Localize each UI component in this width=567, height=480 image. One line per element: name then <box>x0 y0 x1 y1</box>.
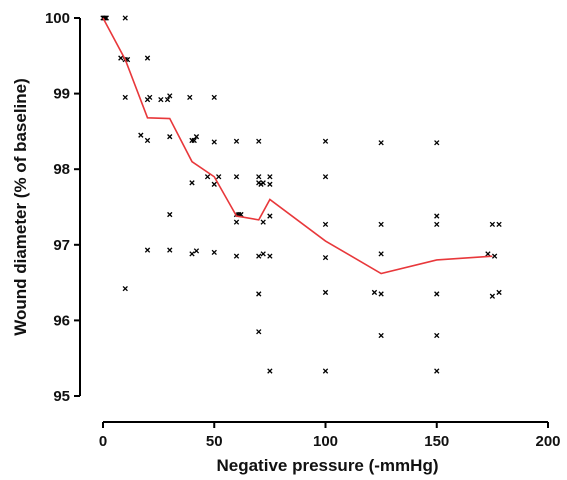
data-point <box>434 221 440 228</box>
data-point <box>191 137 197 144</box>
data-point <box>496 221 502 228</box>
data-point <box>267 213 273 219</box>
y-tick-label: 98 <box>53 161 70 178</box>
trend-line <box>102 17 493 275</box>
data-point <box>193 134 200 140</box>
data-point <box>378 332 384 339</box>
data-point <box>138 132 144 138</box>
data-point <box>322 289 329 296</box>
data-point <box>211 181 217 187</box>
y-tick-label: 97 <box>53 237 70 254</box>
x-ticks: 0 50 100 150 200 <box>99 422 561 450</box>
x-tick-label: 150 <box>424 433 449 450</box>
data-point <box>189 180 195 186</box>
x-tick-label: 0 <box>99 433 107 450</box>
data-point <box>485 251 491 257</box>
data-point <box>434 213 440 219</box>
y-tick-label: 96 <box>53 312 70 329</box>
data-point <box>189 251 195 257</box>
data-point <box>378 291 384 297</box>
data-point <box>233 174 240 180</box>
data-point <box>378 251 384 257</box>
data-point <box>267 181 273 187</box>
data-point <box>103 15 109 21</box>
data-point <box>267 253 273 259</box>
data-points <box>100 15 502 374</box>
data-point <box>187 94 193 101</box>
data-point <box>322 221 329 228</box>
x-tick-label: 100 <box>313 433 338 450</box>
data-point <box>322 138 329 144</box>
data-point <box>144 55 151 61</box>
data-point <box>322 254 329 261</box>
data-point <box>167 211 173 218</box>
data-point <box>204 174 211 180</box>
data-point <box>167 134 173 140</box>
data-point <box>260 219 266 225</box>
data-point <box>371 289 378 296</box>
data-point <box>256 174 262 180</box>
y-tick-label: 99 <box>53 86 70 103</box>
data-point <box>216 174 222 180</box>
data-point <box>322 368 329 374</box>
data-point <box>122 94 128 101</box>
data-point <box>434 140 440 146</box>
data-point <box>434 291 440 297</box>
data-point <box>167 93 173 99</box>
x-tick-label: 200 <box>535 433 560 450</box>
data-point <box>211 94 217 101</box>
data-point <box>167 247 173 253</box>
data-point <box>434 368 440 374</box>
y-ticks: 95 96 97 98 99 100 <box>45 10 80 405</box>
data-point <box>489 221 496 228</box>
data-point <box>267 174 273 180</box>
data-point <box>256 138 262 144</box>
y-tick-label: 95 <box>53 388 70 405</box>
data-point <box>118 55 124 61</box>
x-tick-label: 50 <box>206 433 223 450</box>
data-point <box>158 96 164 103</box>
trend-line-group <box>102 17 493 275</box>
axes <box>79 18 548 423</box>
data-point <box>256 291 262 297</box>
data-point <box>233 138 240 144</box>
data-point <box>164 96 171 103</box>
data-point <box>322 174 329 180</box>
x-axis-title: Negative pressure (-mmHg) <box>216 456 438 475</box>
data-point <box>233 219 240 225</box>
data-point <box>122 15 128 21</box>
data-point <box>122 285 128 292</box>
data-point <box>211 139 217 145</box>
data-point <box>233 253 240 259</box>
data-point <box>147 94 153 101</box>
y-tick-label: 100 <box>45 10 70 27</box>
data-point <box>378 140 384 146</box>
data-point <box>267 368 273 374</box>
data-point <box>489 293 496 299</box>
data-point <box>256 253 262 259</box>
data-point <box>434 332 440 339</box>
data-point <box>378 221 384 228</box>
data-point <box>256 329 262 335</box>
data-point <box>260 180 266 186</box>
data-point <box>193 248 200 254</box>
data-point <box>144 247 151 253</box>
data-point <box>144 137 151 144</box>
data-point <box>496 289 502 296</box>
data-point <box>260 251 266 257</box>
y-axis-title: Wound diameter (% of baseline) <box>11 78 30 336</box>
data-point <box>491 253 498 259</box>
data-point <box>211 249 217 256</box>
